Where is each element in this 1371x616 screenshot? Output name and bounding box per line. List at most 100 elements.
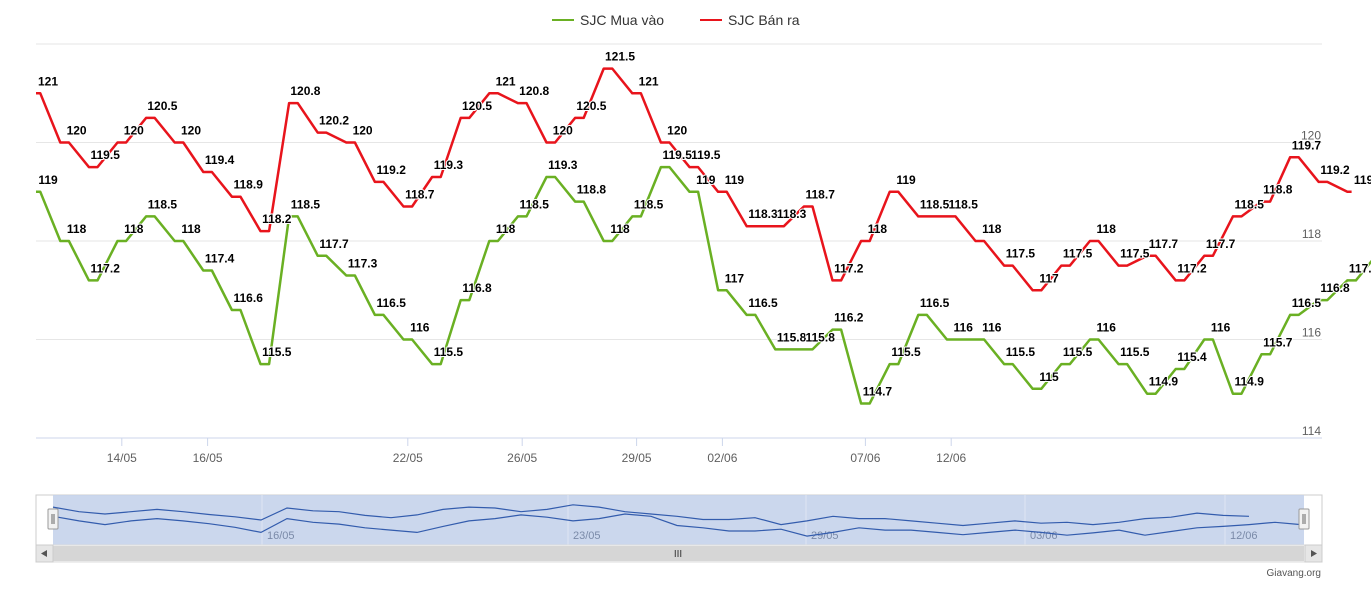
data-label-buy: 118.5	[291, 197, 321, 211]
data-label-sell: 117.7	[1149, 237, 1179, 251]
data-label-sell: 118.5	[949, 197, 979, 211]
data-label-buy: 116	[982, 321, 1002, 335]
legend-item-buy[interactable]: SJC Mua vào	[552, 12, 664, 28]
data-label-sell: 120.2	[319, 114, 349, 128]
y-tick-label: 116	[1302, 326, 1321, 340]
data-label-sell: 118	[982, 222, 1002, 236]
navigator-series	[52, 504, 1302, 537]
data-label-sell: 118.5	[920, 197, 950, 211]
data-label-buy: 115.8	[777, 330, 807, 344]
y-tick-label: 114	[1302, 424, 1321, 438]
navigator-labels: 16/05 23/05 29/05 03/06 12/06	[267, 530, 1258, 542]
series-line-sell[interactable]	[36, 67, 1352, 292]
data-label-sell: 120.8	[290, 84, 320, 98]
data-label-buy: 118.5	[148, 197, 178, 211]
x-tick-label: 16/05	[193, 451, 223, 465]
data-label-sell: 120.5	[462, 99, 492, 113]
data-label-sell: 121.5	[605, 50, 635, 64]
data-label-buy: 117.2	[1349, 261, 1371, 275]
data-label-buy: 115.8	[806, 330, 836, 344]
data-label-buy: 116.5	[748, 296, 778, 310]
data-label-sell: 117.2	[834, 261, 864, 275]
data-label-sell: 121	[639, 74, 659, 88]
data-label-buy: 118	[124, 222, 144, 236]
data-label-sell: 120	[181, 124, 201, 138]
y-axis: 114 116 118 120	[1301, 129, 1321, 439]
data-label-buy: 116.5	[1292, 296, 1322, 310]
data-label-sell: 117.5	[1063, 247, 1093, 261]
data-label-sell: 119.2	[377, 163, 407, 177]
data-label-sell: 118.2	[262, 212, 292, 226]
data-label-buy: 115.5	[434, 345, 464, 359]
y-tick-label: 120	[1301, 129, 1321, 143]
x-tick-label: 29/05	[622, 451, 652, 465]
data-label-sell: 118.5	[1235, 197, 1265, 211]
data-label-buy: 115.4	[1177, 350, 1207, 364]
data-label-sell: 118.7	[405, 188, 435, 202]
data-label-sell: 117.5	[1006, 247, 1036, 261]
data-label-sell: 121	[38, 74, 58, 88]
data-label-sell: 119.3	[434, 158, 464, 172]
credit-label[interactable]: Giavang.org	[1267, 568, 1321, 579]
data-label-buy: 116.5	[920, 296, 950, 310]
arrow-right-icon	[1311, 550, 1317, 557]
data-label-buy: 118	[496, 222, 516, 236]
data-label-buy: 116.2	[834, 311, 864, 325]
data-label-buy: 115.5	[1120, 345, 1150, 359]
x-tick-label: 26/05	[507, 451, 537, 465]
x-tick-label: 22/05	[393, 451, 423, 465]
x-tick-label: 07/06	[850, 451, 880, 465]
navigator-line-buy	[52, 513, 1302, 537]
data-label-buy: 118	[67, 222, 87, 236]
data-label-sell: 120.8	[519, 84, 549, 98]
legend-item-sell[interactable]: SJC Bán ra	[700, 12, 800, 28]
data-label-sell: 117.5	[1120, 247, 1150, 261]
data-label-sell: 118	[868, 222, 888, 236]
data-label-sell: 118.9	[234, 178, 264, 192]
data-label-sell: 119	[896, 173, 916, 187]
data-label-buy: 117.2	[91, 261, 121, 275]
data-label-sell: 120.5	[576, 99, 606, 113]
data-label-buy: 116	[410, 321, 430, 335]
data-label-sell: 120	[353, 124, 373, 138]
data-label-buy: 115.5	[1063, 345, 1093, 359]
data-label-sell: 118.3	[748, 207, 778, 221]
data-label-buy: 116	[954, 321, 974, 335]
data-label-sell: 119.5	[91, 148, 121, 162]
data-label-buy: 114.9	[1235, 375, 1265, 389]
data-label-buy: 114.9	[1149, 375, 1179, 389]
scrollbar[interactable]: III	[35, 544, 1323, 563]
navigator-date-label: 12/06	[1230, 530, 1258, 542]
data-label-buy: 115.5	[262, 345, 292, 359]
data-label-buy: 116.8	[462, 281, 492, 295]
data-label-buy: 118.5	[520, 197, 550, 211]
navigator-right-handle[interactable]	[1298, 508, 1310, 530]
scrollbar-right-button[interactable]	[1304, 544, 1323, 563]
data-label-sell: 119.4	[205, 153, 235, 167]
legend-buy-label: SJC Mua vào	[580, 12, 664, 28]
navigator-left-handle[interactable]	[47, 508, 59, 530]
data-label-buy: 117	[725, 271, 745, 285]
navigator[interactable]: 16/05 23/05 29/05 03/06 12/06	[35, 494, 1323, 546]
x-tick-label: 14/05	[107, 451, 137, 465]
legend[interactable]: SJC Mua vào SJC Bán ra	[552, 12, 800, 28]
data-label-buy: 114.7	[863, 385, 893, 399]
series-line-buy[interactable]	[36, 165, 1371, 405]
data-label-sell: 118.8	[1263, 183, 1293, 197]
data-label-sell: 119.7	[1292, 138, 1322, 152]
scrollbar-thumb[interactable]	[53, 546, 1304, 561]
x-tick-label: 12/06	[936, 451, 966, 465]
data-label-buy: 117.7	[319, 237, 349, 251]
data-labels: 119118117.2118118.5118117.4116.6115.5118…	[37, 49, 1371, 400]
navigator-selection[interactable]	[53, 495, 1304, 545]
navigator-grid	[261, 495, 1226, 545]
scrollbar-left-button[interactable]	[35, 544, 54, 563]
data-label-sell: 118	[1097, 222, 1117, 236]
navigator-line-sell	[52, 504, 1250, 527]
data-label-sell: 118.3	[777, 207, 807, 221]
data-label-sell: 117.7	[1206, 237, 1236, 251]
data-label-sell: 119	[1354, 173, 1371, 187]
data-label-buy: 116	[1211, 321, 1231, 335]
data-label-buy: 116	[1097, 321, 1117, 335]
